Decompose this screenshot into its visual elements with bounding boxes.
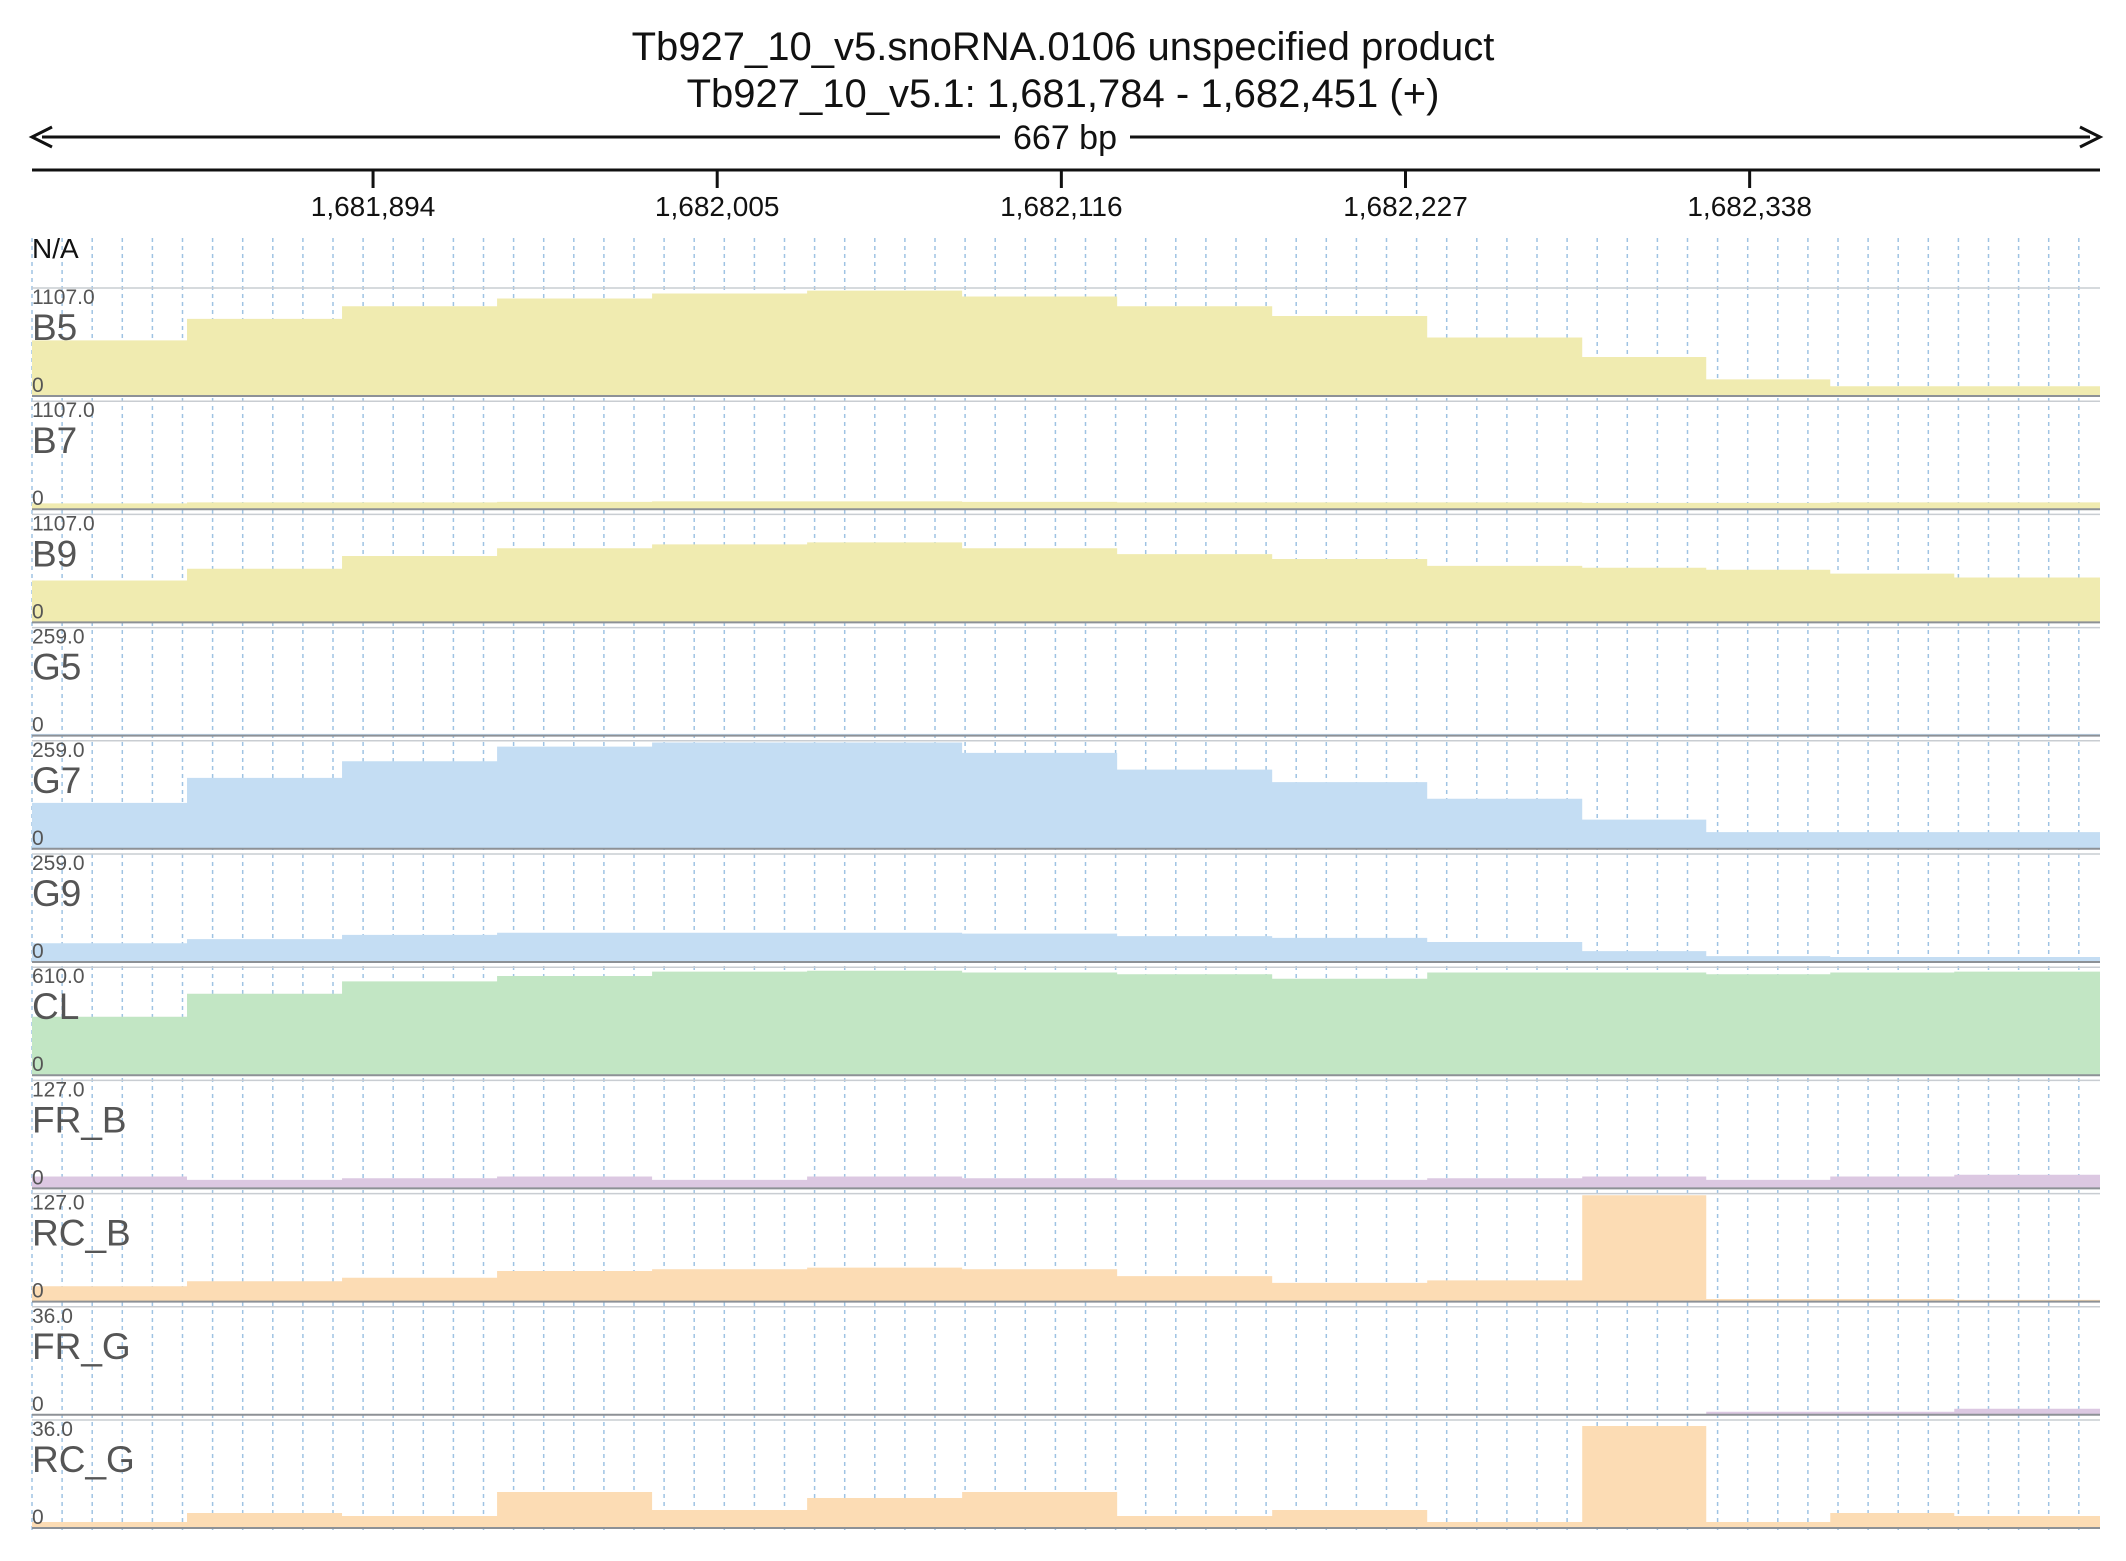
coverage-area (32, 542, 2100, 623)
axis-tick-label: 1,682,116 (1000, 191, 1123, 222)
axis-tick-label: 1,682,227 (1343, 191, 1468, 222)
span-label: 667 bp (1013, 119, 1117, 157)
track-fr-b: 127.0FR_B 0 (32, 1078, 2100, 1190)
track-name: FR_B (32, 1099, 127, 1140)
track-max-label: 1107.0 (32, 286, 95, 309)
track-min-label: 0 (32, 1053, 44, 1076)
coverage-area (32, 742, 2100, 849)
track-min-label: 0 (32, 374, 44, 397)
track-name: B7 (32, 420, 77, 461)
track-max-label: 36.0 (32, 1418, 73, 1441)
track-g7: 259.0G7 0 (32, 739, 2100, 850)
track-b9: 1107.0B9 0 (32, 512, 2100, 624)
coverage-area (32, 501, 2100, 510)
axis-tick-label: 1,682,338 (1687, 191, 1812, 222)
axis-tick-label: 1,681,894 (311, 191, 436, 222)
track-min-label: 0 (32, 940, 44, 963)
chart-header: Tb927_10_v5.snoRNA.0106 unspecified prod… (0, 0, 2126, 240)
track-max-label: 259.0 (32, 852, 85, 875)
track-max-label: 259.0 (32, 626, 85, 649)
track-rc-g: 36.0RC_G 0 (32, 1418, 2100, 1529)
coverage-area (32, 290, 2100, 396)
track-b7: 1107.0B7 0 (32, 399, 2100, 511)
coverage-tracks: 1107.0B501107.0B701107.0B90259.0G50259.0… (32, 286, 2100, 1529)
track-name: G7 (32, 760, 81, 801)
track-name: RC_B (32, 1213, 131, 1254)
track-name: RC_G (32, 1439, 135, 1480)
chart-location: Tb927_10_v5.1: 1,681,784 - 1,682,451 (+) (686, 72, 1440, 116)
track-cl: 610.0CL 0 (32, 965, 2100, 1077)
track-min-label: 0 (32, 1280, 44, 1303)
track-max-label: 36.0 (32, 1305, 73, 1328)
track-name: G5 (32, 647, 81, 688)
arrow-right-icon (2079, 125, 2104, 149)
arrow-left-icon (28, 125, 53, 149)
coverage-area (32, 1195, 2100, 1302)
track-name: CL (32, 986, 79, 1027)
track-min-label: 0 (32, 1166, 44, 1189)
coverage-area (32, 1426, 2100, 1528)
track-min-label: 0 (32, 827, 44, 850)
axis-tick-label: 1,682,005 (655, 191, 780, 222)
chart-title: Tb927_10_v5.snoRNA.0106 unspecified prod… (631, 25, 1495, 69)
track-g9: 259.0G9 0 (32, 852, 2100, 963)
track-min-label: 0 (32, 714, 44, 737)
track-rc-b: 127.0RC_B 0 (32, 1192, 2100, 1303)
coverage-area (32, 932, 2100, 962)
track-min-label: 0 (32, 600, 44, 623)
track-name: B9 (32, 533, 77, 574)
track-b5: 1107.0B5 0 (32, 286, 2100, 397)
track-max-label: 610.0 (32, 965, 85, 988)
track-min-label: 0 (32, 1393, 44, 1416)
track-max-label: 1107.0 (32, 399, 95, 422)
track-fr-g: 36.0FR_G 0 (32, 1305, 2100, 1416)
track-name: G9 (32, 873, 81, 914)
coverage-area (32, 1174, 2100, 1189)
track-max-label: 127.0 (32, 1078, 85, 1101)
track-name: B5 (32, 307, 77, 348)
coverage-area (32, 970, 2100, 1076)
track-name: FR_G (32, 1326, 131, 1367)
track-max-label: 1107.0 (32, 512, 95, 535)
na-label: N/A (32, 233, 79, 264)
track-g5: 259.0G5 0 (32, 626, 2100, 737)
track-min-label: 0 (32, 487, 44, 510)
track-min-label: 0 (32, 1506, 44, 1529)
coordinate-axis: 667 bp N/A 1,681,894 1,682,005 1,682,116 1,… (28, 119, 2104, 264)
track-max-label: 127.0 (32, 1192, 85, 1215)
track-max-label: 259.0 (32, 739, 85, 762)
grid-lines (31, 238, 2080, 1530)
